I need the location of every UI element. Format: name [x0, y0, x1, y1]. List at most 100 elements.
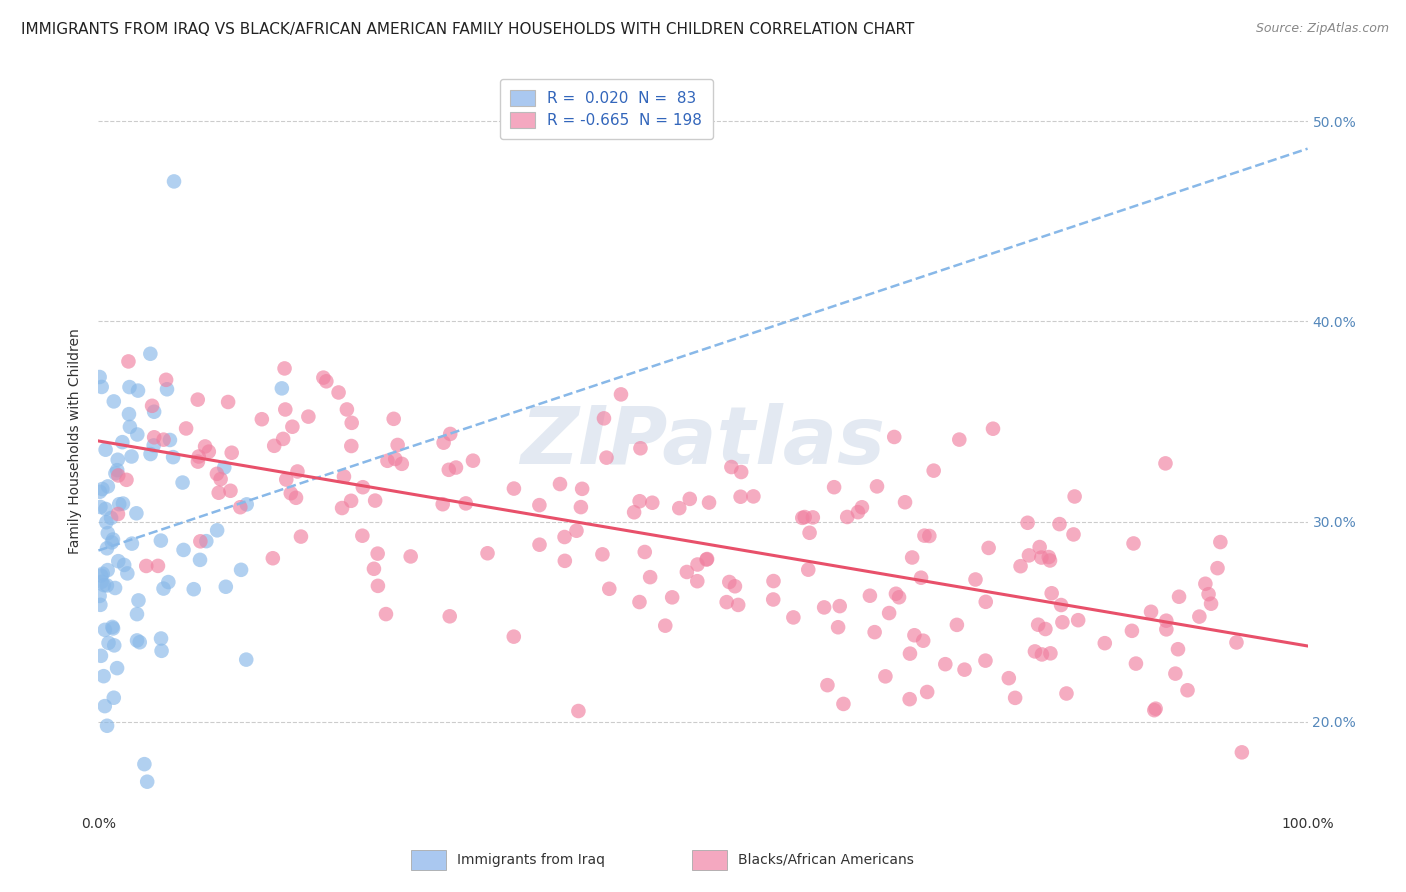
Point: [898, 692, 921, 706]
Point: [832, 697, 855, 711]
Point: [591, 547, 613, 561]
Point: [229, 500, 252, 515]
Point: [1056, 686, 1078, 700]
Point: [91, 482, 114, 496]
Point: [250, 412, 273, 426]
Point: [1067, 613, 1090, 627]
Point: [263, 439, 285, 453]
Point: [782, 610, 804, 624]
Point: [188, 553, 211, 567]
Point: [217, 395, 239, 409]
Point: [668, 501, 690, 516]
Point: [276, 473, 298, 487]
Point: [101, 533, 124, 547]
Point: [1017, 516, 1039, 530]
Text: ZIPatlas: ZIPatlas: [520, 402, 886, 481]
Point: [101, 620, 124, 634]
Point: [103, 394, 125, 409]
Point: [214, 460, 236, 475]
Point: [1206, 561, 1229, 575]
Point: [150, 632, 173, 646]
Point: [1035, 622, 1057, 636]
Point: [139, 347, 162, 361]
Point: [724, 579, 747, 593]
Point: [121, 536, 143, 550]
Point: [965, 573, 987, 587]
Point: [103, 690, 125, 705]
Point: [315, 374, 337, 388]
Point: [384, 452, 406, 467]
Point: [1063, 527, 1085, 541]
Point: [813, 600, 835, 615]
Point: [183, 582, 205, 597]
Point: [1050, 598, 1073, 612]
Point: [336, 402, 359, 417]
Point: [1164, 666, 1187, 681]
Point: [922, 464, 945, 478]
Point: [903, 628, 925, 642]
Point: [1026, 617, 1049, 632]
Point: [686, 574, 709, 589]
Point: [1039, 646, 1062, 660]
Point: [696, 552, 718, 566]
Point: [977, 541, 1000, 555]
Point: [94, 502, 117, 516]
Point: [125, 633, 148, 648]
Point: [221, 446, 243, 460]
Point: [883, 430, 905, 444]
Point: [155, 373, 177, 387]
Point: [104, 581, 127, 595]
Point: [118, 380, 141, 394]
Point: [720, 460, 742, 475]
Point: [195, 534, 218, 549]
Point: [287, 465, 309, 479]
Point: [97, 563, 120, 577]
Point: [1004, 690, 1026, 705]
Point: [94, 623, 117, 637]
Point: [953, 663, 976, 677]
Point: [273, 361, 295, 376]
Point: [391, 457, 413, 471]
Point: [219, 483, 242, 498]
Point: [1140, 605, 1163, 619]
Y-axis label: Family Households with Children: Family Households with Children: [69, 328, 83, 555]
Point: [628, 595, 651, 609]
Point: [162, 450, 184, 464]
Text: IMMIGRANTS FROM IRAQ VS BLACK/AFRICAN AMERICAN FAMILY HOUSEHOLDS WITH CHILDREN C: IMMIGRANTS FROM IRAQ VS BLACK/AFRICAN AM…: [21, 22, 914, 37]
Point: [1230, 745, 1253, 759]
Point: [96, 578, 118, 592]
Point: [134, 757, 156, 772]
Point: [149, 533, 172, 548]
Point: [215, 580, 238, 594]
Point: [281, 419, 304, 434]
Point: [1225, 635, 1247, 649]
Point: [280, 486, 302, 500]
Point: [198, 444, 221, 458]
Point: [97, 526, 120, 541]
Point: [1177, 683, 1199, 698]
Point: [146, 558, 169, 573]
Point: [118, 407, 141, 421]
Point: [801, 510, 824, 524]
Point: [115, 473, 138, 487]
Point: [851, 500, 873, 515]
Point: [1143, 703, 1166, 717]
Point: [143, 430, 166, 444]
Point: [1209, 535, 1232, 549]
Point: [565, 524, 588, 538]
Point: [797, 563, 820, 577]
Point: [125, 506, 148, 520]
Point: [502, 630, 524, 644]
Point: [912, 633, 935, 648]
Point: [90, 574, 112, 589]
Point: [1125, 657, 1147, 671]
Point: [567, 704, 589, 718]
Point: [628, 494, 651, 508]
Point: [270, 381, 292, 395]
Point: [172, 475, 194, 490]
Point: [187, 392, 209, 407]
Point: [679, 491, 702, 506]
Point: [454, 496, 477, 510]
Point: [439, 426, 461, 441]
Point: [285, 491, 308, 505]
